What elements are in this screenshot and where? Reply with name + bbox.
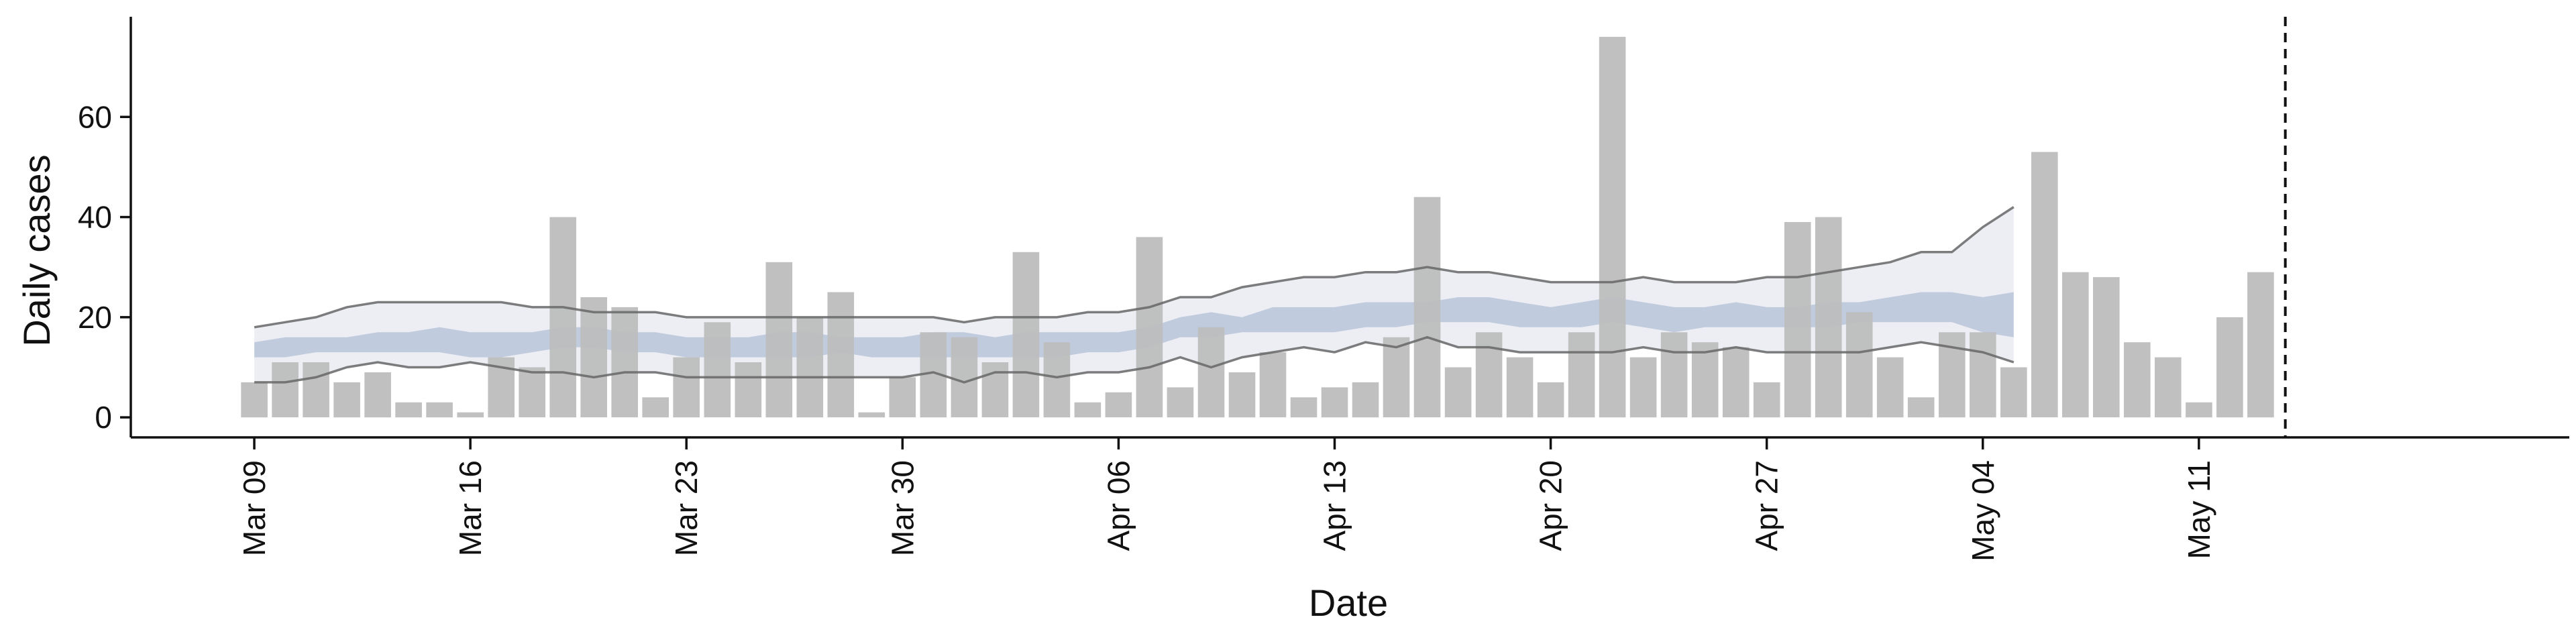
bar [704, 322, 731, 418]
y-tick-label: 60 [78, 99, 112, 134]
x-tick-label: Mar 30 [885, 460, 920, 556]
x-tick-label: Mar 23 [669, 460, 704, 556]
bar [642, 397, 669, 418]
bar [426, 402, 453, 418]
outer-interval-band [254, 207, 2014, 382]
bar [1197, 327, 1225, 418]
bar [673, 357, 700, 418]
bar [735, 362, 762, 418]
bar [611, 307, 638, 418]
bar [951, 337, 978, 418]
bar [1352, 382, 1379, 418]
bar [1660, 332, 1688, 418]
x-tick-label: Apr 27 [1750, 460, 1784, 551]
bar [2000, 367, 2027, 418]
bar [1136, 237, 1163, 418]
bar [1876, 357, 1904, 418]
y-tick-label: 40 [78, 200, 112, 235]
inner-interval-band [254, 292, 2014, 358]
bar [1691, 342, 1719, 418]
bar [1970, 332, 1996, 418]
bar [364, 372, 391, 418]
bar [765, 262, 793, 418]
bar [1383, 337, 1410, 418]
bar [1105, 392, 1132, 418]
x-tick-label: May 04 [1966, 460, 2000, 561]
bar [1599, 36, 1626, 418]
x-tick-label: Apr 13 [1317, 460, 1352, 551]
bar [519, 367, 545, 418]
bar [2155, 357, 2182, 418]
y-axis-title: Daily cases [15, 154, 58, 346]
bar [2247, 272, 2274, 418]
band-edge-layer [254, 206, 2015, 384]
bar [1722, 347, 1750, 418]
bar [2031, 152, 2058, 418]
y-tick-label: 0 [95, 400, 112, 435]
x-tick-label: May 11 [2182, 460, 2216, 559]
x-tick-label: Apr 20 [1534, 460, 1568, 551]
bar [272, 362, 299, 418]
bar [827, 292, 855, 418]
bar [333, 382, 360, 418]
bar [1845, 312, 1873, 418]
bar [1074, 402, 1102, 418]
bars-layer [241, 36, 2274, 418]
bar [1629, 357, 1657, 418]
x-tick-label: Mar 09 [237, 460, 272, 556]
bar [549, 217, 576, 418]
x-axis-title: Date [1309, 582, 1388, 624]
bar [1259, 352, 1287, 418]
bar [1228, 372, 1256, 418]
bar [303, 362, 329, 418]
bar [796, 317, 824, 418]
x-tick-label: Apr 06 [1101, 460, 1136, 551]
bar [2124, 342, 2151, 418]
ticks-layer: 0 20 40 60 Mar 09 Mar 16 Mar 23 Mar 30 Apr 06 Apr… [78, 99, 2216, 561]
bar [1413, 197, 1441, 418]
x-tick-label: Mar 16 [453, 460, 488, 556]
bar [1444, 367, 1472, 418]
bar [1753, 382, 1780, 418]
bar [580, 297, 607, 418]
bar [1475, 332, 1503, 418]
bar [1568, 332, 1595, 418]
bar [395, 402, 422, 418]
outer-interval-band-layer [254, 207, 2014, 382]
bar [2186, 402, 2212, 418]
bar [457, 412, 484, 418]
bar [1537, 382, 1564, 418]
bar [2093, 277, 2120, 418]
bar [1321, 387, 1348, 418]
bar [1784, 222, 1811, 418]
bar [2216, 317, 2243, 418]
bar [1167, 387, 1194, 418]
y-tick-label: 20 [78, 300, 112, 335]
bar [1012, 252, 1040, 418]
outer-band-upper-edge [254, 206, 2015, 329]
bar [1907, 397, 1935, 418]
bar [1815, 217, 1842, 418]
bar [1290, 397, 1318, 418]
bar [1043, 342, 1071, 418]
axes-layer [129, 17, 2569, 439]
bar [1506, 357, 1534, 418]
bar [241, 382, 268, 418]
bar [889, 377, 916, 418]
bar [858, 412, 885, 418]
inner-interval-band-layer [254, 292, 2014, 358]
bar [981, 362, 1009, 418]
outer-band-lower-edge [254, 335, 2015, 384]
bar [2062, 272, 2089, 418]
